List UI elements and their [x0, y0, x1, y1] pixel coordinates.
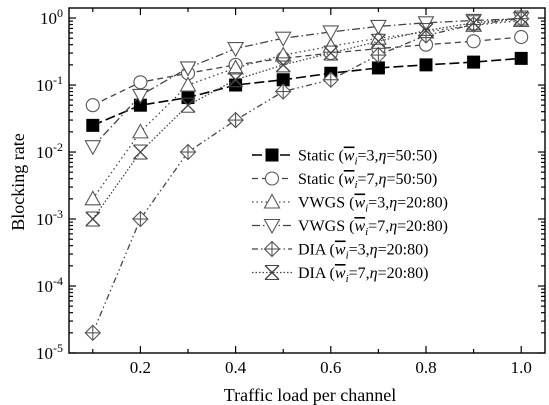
data-point	[131, 123, 149, 139]
legend-entry: Static (wi=7,η=50:50)	[252, 171, 437, 191]
x-tick-label: 1.0	[511, 358, 532, 377]
y-tick-label: 10-4	[36, 274, 63, 296]
cross-b	[323, 45, 339, 61]
data-point	[419, 58, 433, 72]
x-tick-label: 0.4	[225, 358, 247, 377]
cross-b	[180, 97, 196, 113]
data-point	[322, 25, 340, 41]
series-line	[92, 17, 522, 148]
series-line	[92, 17, 522, 220]
data-point	[132, 144, 148, 160]
data-point	[418, 23, 434, 39]
data-point	[179, 76, 197, 92]
series-1	[86, 51, 528, 132]
series-line	[92, 36, 522, 106]
data-point	[227, 59, 245, 75]
y-tick-label: 10-3	[36, 207, 63, 229]
data-point	[84, 190, 102, 206]
data-point	[466, 34, 481, 49]
series-layer	[84, 10, 530, 342]
legend-marker	[264, 171, 280, 186]
x-axis-title: Traffic load per channel	[224, 385, 396, 405]
data-point	[323, 45, 339, 61]
legend-label: DIA (wi=3,η=20:80)	[298, 242, 428, 262]
y-tick-label: 10-1	[36, 73, 63, 95]
data-point	[180, 97, 196, 113]
cross-b	[228, 72, 244, 88]
legend-marker	[263, 193, 281, 209]
legend-entry: VWGS (wi=3,η=20:80)	[252, 193, 448, 215]
data-point	[514, 51, 528, 65]
y-tick-label: 10-5	[36, 341, 63, 363]
data-point	[322, 71, 340, 89]
data-point	[466, 15, 482, 31]
legend-label: VWGS (wi=7,η=20:80)	[298, 218, 448, 238]
data-point	[228, 72, 244, 88]
y-tick-label: 10-2	[36, 140, 63, 162]
data-point	[84, 324, 102, 342]
series-line	[92, 17, 522, 334]
legend-label: Static (wi=3,η=50:50)	[298, 148, 437, 168]
data-point	[514, 30, 529, 45]
legend-entry: DIA (wi=7,η=20:80)	[252, 265, 428, 285]
cross-b	[418, 23, 434, 39]
cross-b	[513, 10, 529, 26]
cross-b	[370, 33, 386, 49]
legend-marker	[263, 218, 281, 235]
legend-marker	[263, 240, 281, 258]
legend-entry: VWGS (wi=7,η=20:80)	[252, 218, 448, 238]
data-point	[84, 140, 102, 156]
x-tick-label: 0.8	[415, 358, 436, 377]
data-point	[133, 75, 148, 90]
data-point	[179, 143, 197, 161]
legend-marker	[264, 265, 280, 280]
data-point	[467, 55, 481, 69]
legend-marker	[265, 148, 279, 162]
data-point	[85, 98, 100, 113]
legend: Static (wi=3,η=50:50) Static (wi=7,η=50:5…	[252, 148, 448, 285]
y-axis-title: Blocking rate	[8, 133, 28, 230]
data-point	[370, 33, 386, 49]
cross-b	[85, 211, 101, 227]
y-tick-label: 100	[40, 6, 63, 28]
data-point	[86, 118, 100, 132]
data-point	[131, 88, 149, 105]
x-tick-label: 0.2	[130, 358, 151, 377]
legend-label: Static (wi=7,η=50:50)	[298, 171, 437, 191]
series-2	[85, 30, 529, 113]
data-point	[132, 210, 149, 228]
data-point	[179, 61, 197, 77]
legend-label: DIA (wi=7,η=20:80)	[298, 265, 428, 285]
data-point	[274, 31, 292, 47]
cross-b	[132, 144, 148, 160]
legend-entry: Static (wi=3,η=50:50)	[252, 148, 437, 168]
legend-label: VWGS (wi=3,η=20:80)	[298, 195, 448, 215]
cross-b	[264, 265, 280, 280]
data-point	[513, 10, 529, 26]
data-point	[227, 42, 245, 58]
data-point	[371, 61, 385, 75]
data-point	[274, 83, 292, 100]
data-point	[370, 46, 387, 64]
series-6	[85, 10, 529, 227]
cross-b	[275, 57, 291, 73]
x-tick-label: 0.6	[320, 358, 341, 377]
data-point	[275, 57, 291, 73]
legend-entry: DIA (wi=3,η=20:80)	[252, 240, 428, 262]
cross-b	[466, 15, 482, 31]
plot-frame	[68, 7, 546, 354]
data-point	[227, 111, 244, 129]
series-line	[92, 57, 522, 127]
data-point	[229, 78, 243, 92]
series-4	[84, 12, 530, 156]
axis-ticks: 0.2 0.4 0.6 0.8 1.0 100 10-1 10-2 10-3 10-4 10-5	[36, 6, 545, 377]
data-point	[369, 19, 387, 36]
data-point	[85, 211, 101, 227]
